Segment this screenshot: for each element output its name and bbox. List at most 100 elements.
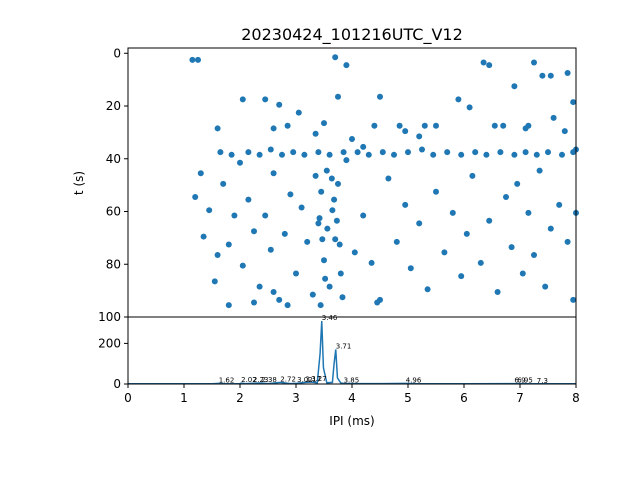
scatter-point-130 <box>511 151 518 158</box>
histogram-x-tick-label-6: 6 <box>460 391 468 405</box>
scatter-point-18 <box>455 96 462 103</box>
scatter-point-39 <box>522 125 529 132</box>
peak-label-2: 2.23 <box>253 376 269 384</box>
scatter-point-31 <box>561 128 568 135</box>
peak-label-13: 6.95 <box>517 377 533 385</box>
scatter-point-134 <box>559 151 565 158</box>
scatter-point-76 <box>360 212 367 219</box>
scatter-point-62 <box>304 238 311 245</box>
scatter-point-107 <box>217 149 224 156</box>
scatter-point-11 <box>349 135 355 142</box>
scatter-point-142 <box>336 241 343 248</box>
scatter-point-114 <box>301 151 308 158</box>
scatter-point-58 <box>281 230 288 237</box>
scatter-point-127 <box>472 149 479 156</box>
chart-title: 20230424_101216UTC_V12 <box>241 25 463 45</box>
scatter-point-105 <box>570 296 577 303</box>
scatter-point-141 <box>333 217 340 224</box>
histogram-frame <box>127 316 577 385</box>
scatter-point-19 <box>466 104 473 111</box>
scatter-point-102 <box>547 225 554 232</box>
scatter-point-133 <box>545 149 551 156</box>
scatter-point-29 <box>570 99 577 106</box>
histogram-x-tick-label-7: 7 <box>516 391 524 405</box>
scatter-y-tick-label-4: 80 <box>106 257 121 271</box>
histogram-x-tick-label-1: 1 <box>180 391 188 405</box>
scatter-point-20 <box>480 59 487 66</box>
scatter-point-64 <box>312 172 319 179</box>
scatter-point-37 <box>421 122 428 129</box>
scatter-point-128 <box>483 151 490 158</box>
scatter-point-120 <box>379 149 386 156</box>
scatter-point-44 <box>211 278 218 285</box>
scatter-point-30 <box>550 114 557 121</box>
scatter-point-21 <box>486 62 493 69</box>
scatter-point-111 <box>267 146 274 153</box>
scatter-point-138 <box>322 275 329 282</box>
scatter-y-tick-label-5: 100 <box>98 310 121 324</box>
scatter-point-113 <box>290 149 297 156</box>
scatter-point-22 <box>500 122 507 129</box>
scatter-point-16 <box>416 133 423 140</box>
scatter-point-66 <box>318 188 325 195</box>
scatter-point-40 <box>192 194 199 201</box>
scatter-point-150 <box>374 299 381 306</box>
scatter-point-69 <box>326 283 333 290</box>
scatter-point-55 <box>267 246 274 253</box>
histogram-x-tick-label-8: 8 <box>572 391 580 405</box>
peak-label-14: 7.3 <box>537 377 548 385</box>
scatter-point-41 <box>197 170 204 177</box>
scatter-point-5 <box>276 101 283 108</box>
scatter-point-71 <box>332 236 339 243</box>
histogram-x-tick-label-4: 4 <box>348 391 356 405</box>
histogram-x-tick-label-5: 5 <box>404 391 412 405</box>
scatter-point-34 <box>284 122 291 129</box>
scatter-point-52 <box>251 228 257 235</box>
scatter-point-53 <box>256 283 263 290</box>
scatter-point-13 <box>377 93 383 100</box>
scatter-point-93 <box>494 288 501 295</box>
scatter-point-148 <box>284 302 291 309</box>
scatter-point-99 <box>531 252 537 259</box>
scatter-point-43 <box>206 207 213 214</box>
scatter-point-8 <box>332 54 339 61</box>
peak-label-11: 4.96 <box>406 376 422 384</box>
scatter-point-46 <box>220 180 227 187</box>
scatter-point-10 <box>343 62 350 69</box>
scatter-point-42 <box>200 233 207 240</box>
scatter-point-83 <box>416 220 423 227</box>
scatter-point-143 <box>339 294 346 301</box>
scatter-point-109 <box>245 149 252 156</box>
scatter-point-94 <box>503 194 509 201</box>
scatter-y-tick-label-0: 0 <box>113 46 121 60</box>
scatter-point-96 <box>514 180 521 187</box>
scatter-point-27 <box>547 72 554 79</box>
scatter-point-147 <box>270 288 277 295</box>
scatter-point-54 <box>262 212 269 219</box>
scatter-point-72 <box>335 180 341 187</box>
scatter-point-129 <box>497 149 504 156</box>
scatter-point-45 <box>214 252 221 259</box>
scatter-y-tick-label-3: 60 <box>106 205 121 219</box>
scatter-point-68 <box>323 167 330 174</box>
scatter-point-122 <box>405 149 411 156</box>
scatter-point-84 <box>424 286 431 293</box>
scatter-point-145 <box>328 175 335 182</box>
peak-label-3: 2.38 <box>261 376 277 384</box>
scatter-point-86 <box>441 249 448 256</box>
histogram-x-ticks: 0 1 2 3 4 5 6 7 8 <box>124 384 580 405</box>
scatter-point-50 <box>239 262 246 269</box>
scatter-point-112 <box>279 151 285 158</box>
peak-label-9: 3.71 <box>336 342 352 350</box>
scatter-point-25 <box>531 59 537 66</box>
scatter-point-85 <box>433 188 439 195</box>
scatter-point-38 <box>491 122 498 129</box>
scatter-point-6 <box>295 109 302 116</box>
peak-label-5: 3.02 <box>297 376 313 384</box>
scatter-point-65 <box>315 220 322 227</box>
scatter-point-110 <box>256 151 263 158</box>
scatter-point-87 <box>449 209 456 216</box>
scatter-point-79 <box>385 175 392 182</box>
scatter-point-15 <box>402 128 409 135</box>
